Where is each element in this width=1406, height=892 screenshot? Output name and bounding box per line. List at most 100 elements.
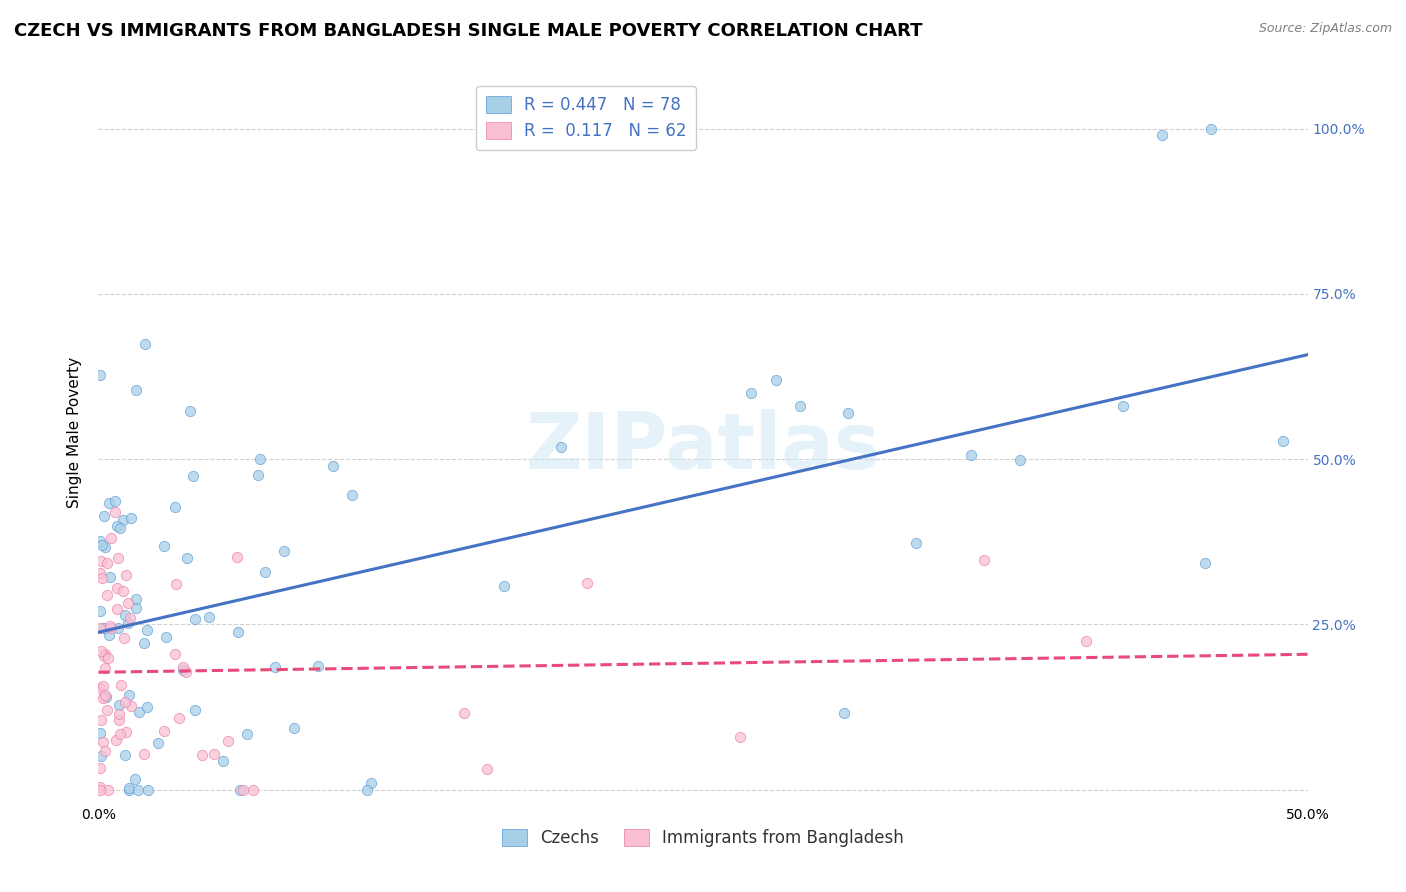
Point [118,780,141,795]
Point [264,660,287,674]
Point [89,621,111,635]
Point [111,513,134,527]
Point [1199,121,1222,136]
Point [100,621,122,635]
Point [118,782,141,797]
Point [184,611,207,625]
Point [105,733,128,747]
Point [107,551,129,566]
Point [124,772,146,786]
Point [97,651,120,665]
Point [132,747,155,762]
Point [136,782,159,797]
Point [176,550,198,565]
Point [249,452,271,467]
Point [89,534,111,549]
Point [110,678,132,692]
Point [104,493,127,508]
Point [117,596,139,610]
Point [837,406,859,420]
Point [98,619,121,633]
Point [135,699,157,714]
Legend: Czechs, Immigrants from Bangladesh: Czechs, Immigrants from Bangladesh [495,822,911,854]
Point [307,659,329,673]
Point [153,723,176,738]
Point [273,543,295,558]
Point [202,747,225,761]
Point [89,604,111,618]
Point [94,690,117,704]
Point [118,610,141,624]
Point [97,496,120,510]
Point [128,706,150,720]
Point [105,581,128,595]
Point [155,630,177,644]
Point [90,554,112,568]
Point [90,714,112,728]
Point [246,467,269,482]
Text: Source: ZipAtlas.com: Source: ZipAtlas.com [1258,22,1392,36]
Point [1076,633,1098,648]
Point [93,508,115,523]
Point [167,711,190,725]
Point [91,679,114,693]
Point [100,532,122,546]
Point [96,703,118,717]
Point [114,607,136,622]
Point [94,744,117,758]
Point [96,588,118,602]
Point [1152,128,1174,143]
Point [146,736,169,750]
Point [135,623,157,637]
Point [107,602,129,616]
Point [165,500,187,515]
Point [172,660,194,674]
Point [97,782,120,797]
Point [89,566,111,581]
Text: CZECH VS IMMIGRANTS FROM BANGLADESH SINGLE MALE POVERTY CORRELATION CHART: CZECH VS IMMIGRANTS FROM BANGLADESH SING… [14,22,922,40]
Point [174,665,197,680]
Point [107,698,129,712]
Point [973,553,995,567]
Point [120,511,142,525]
Point [94,540,117,554]
Point [198,610,221,624]
Point [104,505,127,519]
Point [96,556,118,570]
Point [550,440,572,454]
Point [108,521,131,535]
Point [132,636,155,650]
Point [191,748,214,763]
Point [226,624,249,639]
Point [134,336,156,351]
Point [1194,556,1216,570]
Point [114,747,136,762]
Point [765,373,787,387]
Point [740,386,762,401]
Point [94,689,117,703]
Point [98,628,121,642]
Point [217,734,239,748]
Point [283,721,305,735]
Point [94,648,117,662]
Point [93,621,115,635]
Point [789,399,811,413]
Point [172,664,194,678]
Point [236,727,259,741]
Point [91,571,114,585]
Point [107,621,129,635]
Point [89,782,111,797]
Point [125,592,148,607]
Point [125,601,148,615]
Point [105,518,128,533]
Point [184,703,207,717]
Point [1010,453,1032,467]
Point [832,706,855,721]
Point [93,648,115,663]
Point [91,691,114,706]
Point [232,782,254,797]
Point [112,631,135,645]
Point [165,577,187,591]
Point [89,726,111,740]
Point [90,538,112,552]
